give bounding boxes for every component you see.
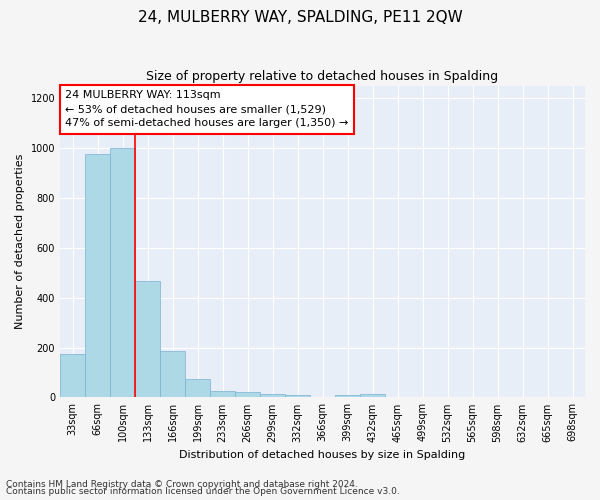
Bar <box>360 394 385 398</box>
Bar <box>235 392 260 398</box>
Bar <box>110 148 135 398</box>
Bar <box>160 352 185 398</box>
Text: Contains HM Land Registry data © Crown copyright and database right 2024.: Contains HM Land Registry data © Crown c… <box>6 480 358 489</box>
X-axis label: Distribution of detached houses by size in Spalding: Distribution of detached houses by size … <box>179 450 466 460</box>
Bar <box>135 282 160 398</box>
Bar <box>185 378 210 398</box>
Bar <box>210 391 235 398</box>
Bar <box>335 395 360 398</box>
Title: Size of property relative to detached houses in Spalding: Size of property relative to detached ho… <box>146 70 499 83</box>
Bar <box>60 354 85 398</box>
Text: Contains public sector information licensed under the Open Government Licence v3: Contains public sector information licen… <box>6 487 400 496</box>
Bar <box>260 394 285 398</box>
Bar <box>285 395 310 398</box>
Bar <box>85 154 110 398</box>
Y-axis label: Number of detached properties: Number of detached properties <box>15 154 25 329</box>
Text: 24, MULBERRY WAY, SPALDING, PE11 2QW: 24, MULBERRY WAY, SPALDING, PE11 2QW <box>137 10 463 25</box>
Text: 24 MULBERRY WAY: 113sqm
← 53% of detached houses are smaller (1,529)
47% of semi: 24 MULBERRY WAY: 113sqm ← 53% of detache… <box>65 90 349 128</box>
